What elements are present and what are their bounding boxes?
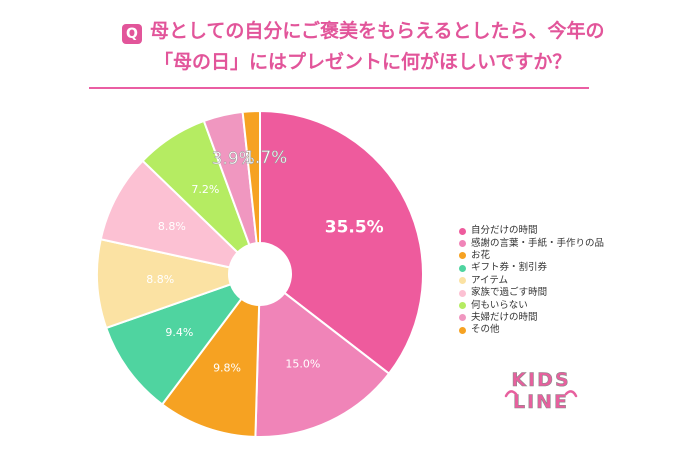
legend-item: ギフト券・割引券	[459, 262, 604, 274]
legend-item: 何もいらない	[459, 299, 604, 311]
slice-label: 8.8%	[158, 220, 186, 233]
legend-item: お花	[459, 250, 604, 262]
legend-swatch	[459, 240, 466, 248]
legend-swatch	[459, 252, 466, 260]
legend-swatch	[459, 326, 466, 334]
legend-swatch	[459, 289, 466, 297]
legend-swatch	[459, 227, 466, 235]
pie-slice	[241, 109, 261, 245]
title-divider	[89, 87, 589, 89]
pie-slice	[104, 282, 243, 406]
legend-label: 夫婦だけの時間	[471, 311, 538, 323]
pie-slice	[96, 238, 233, 330]
chart-legend: 自分だけの時間 感謝の言葉・手紙・手作りの品 お花 ギフト券・割引券 アイテム 家族で過ご…	[459, 225, 604, 337]
legend-label: 感謝の言葉・手紙・手作りの品	[471, 237, 605, 249]
title-line-2: 「母の日」にはプレゼントに何がほしいですか？	[154, 51, 572, 73]
legend-swatch	[459, 314, 466, 322]
question-badge: Q	[122, 24, 142, 44]
slice-label: 7.2%	[191, 183, 219, 196]
legend-item: 家族で過ごす時間	[459, 287, 604, 299]
slice-label: 3.9%	[212, 149, 255, 169]
legend-item: 夫婦だけの時間	[459, 312, 604, 324]
slice-label: 35.5%	[325, 218, 384, 238]
legend-label: 家族で過ごす時間	[471, 287, 548, 299]
title-line-1: 母としての自分にご褒美をもらえるとしたら、今年の	[150, 20, 605, 42]
legend-label: ギフト券・割引券	[471, 262, 548, 274]
legend-label: アイテム	[471, 274, 509, 286]
legend-label: その他	[471, 324, 500, 336]
logo-text-line2: LINE	[513, 391, 569, 413]
legend-item: アイテム	[459, 275, 604, 287]
page-title: 母としての自分にご褒美をもらえるとしたら、今年の 「母の日」にはプレゼントに何が…	[150, 16, 650, 78]
legend-swatch	[459, 264, 466, 272]
legend-label: 自分だけの時間	[471, 225, 538, 237]
slice-label: 1.7%	[244, 148, 287, 168]
pie-slice	[254, 291, 391, 438]
logo-swoosh-right	[564, 390, 578, 398]
logo-swoosh-left	[504, 390, 518, 398]
slice-label: 15.0%	[285, 357, 320, 370]
slice-label: 9.8%	[213, 361, 241, 374]
legend-swatch	[459, 302, 466, 310]
pie-slice	[99, 159, 240, 269]
donut-chart: 35.5% 15.0% 9.8% 9.4% 8.8% 8.8% 7.2% 3.9%1.7%	[96, 109, 424, 438]
logo-text-line1: KIDS	[511, 369, 570, 391]
slice-label: 8.8%	[146, 273, 174, 286]
pie-slice	[259, 109, 424, 376]
pie-slice	[160, 297, 261, 438]
legend-item: 自分だけの時間	[459, 225, 604, 237]
slice-label: 9.4%	[165, 326, 193, 339]
legend-swatch	[459, 277, 466, 285]
legend-label: 何もいらない	[471, 299, 528, 311]
legend-label: お花	[471, 249, 491, 261]
kidsline-logo: KIDS LINE	[504, 369, 578, 413]
legend-item: その他	[459, 324, 604, 336]
legend-item: 感謝の言葉・手紙・手作りの品	[459, 237, 604, 249]
